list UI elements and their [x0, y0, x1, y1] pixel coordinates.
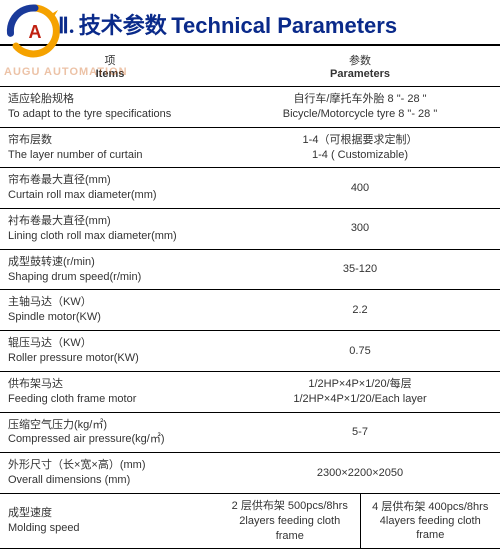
section-number: Ⅱ. [58, 13, 74, 38]
label-english: Molding speed [8, 521, 212, 536]
row-label: 帘布卷最大直径(mm)Curtain roll max diameter(mm) [0, 168, 220, 209]
label-chinese: 成型鼓转速(r/min) [8, 255, 212, 270]
table-row: 适应轮胎规格To adapt to the tyre specification… [0, 87, 500, 128]
label-english: Feeding cloth frame motor [8, 392, 212, 407]
label-chinese: 适应轮胎规格 [8, 92, 212, 107]
table-row: 压缩空气压力(kg/㎡)Compressed air pressure(kg/㎡… [0, 412, 500, 453]
row-label: 主轴马达（KW）Spindle motor(KW) [0, 290, 220, 331]
row-label: 外形尺寸（长×宽×高）(mm)Overall dimensions (mm) [0, 453, 220, 494]
label-english: The layer number of curtain [8, 148, 212, 163]
row-value: 0.75 [220, 331, 500, 372]
row-value: 35-120 [220, 249, 500, 290]
value-chinese: 1-4（可根据要求定制） [228, 133, 492, 148]
row-value: 5-7 [220, 412, 500, 453]
table-row: 成型鼓转速(r/min)Shaping drum speed(r/min)35-… [0, 249, 500, 290]
row-label: 供布架马达Feeding cloth frame motor [0, 371, 220, 412]
value-english: 1-4 ( Customizable) [228, 148, 492, 163]
page-title: Ⅱ. 技术参数 Technical Parameters [0, 0, 500, 44]
row-label: 辊压马达（KW）Roller pressure motor(KW) [0, 331, 220, 372]
value-english: 1/2HP×4P×1/20/Each layer [228, 392, 492, 407]
row-value: 1/2HP×4P×1/20/每层1/2HP×4P×1/20/Each layer [220, 371, 500, 412]
row-label: 成型鼓转速(r/min)Shaping drum speed(r/min) [0, 249, 220, 290]
row-label: 适应轮胎规格To adapt to the tyre specification… [0, 87, 220, 128]
table-row: 成型速度Molding speed2 层供布架 500pcs/8hrs2laye… [0, 493, 500, 549]
label-english: Shaping drum speed(r/min) [8, 270, 212, 285]
row-label: 成型速度Molding speed [0, 493, 220, 549]
row-label: 帘布层数The layer number of curtain [0, 127, 220, 168]
row-value: 300 [220, 209, 500, 250]
table-row: 供布架马达Feeding cloth frame motor1/2HP×4P×1… [0, 371, 500, 412]
row-value: 1-4（可根据要求定制）1-4 ( Customizable) [220, 127, 500, 168]
label-chinese: 帘布卷最大直径(mm) [8, 173, 212, 188]
label-english: Curtain roll max diameter(mm) [8, 188, 212, 203]
column-header-parameters: 参数 Parameters [220, 45, 500, 87]
title-english: Technical Parameters [171, 13, 397, 38]
label-english: To adapt to the tyre specifications [8, 107, 212, 122]
label-english: Spindle motor(KW) [8, 310, 212, 325]
table-row: 辊压马达（KW）Roller pressure motor(KW)0.75 [0, 331, 500, 372]
value-english: Bicycle/Motorcycle tyre 8 "- 28 " [228, 107, 492, 122]
row-value: 2300×2200×2050 [220, 453, 500, 494]
label-chinese: 供布架马达 [8, 377, 212, 392]
title-chinese: 技术参数 [79, 13, 167, 38]
label-chinese: 主轴马达（KW） [8, 295, 212, 310]
value-chinese: 1/2HP×4P×1/20/每层 [228, 377, 492, 392]
label-english: Roller pressure motor(KW) [8, 351, 212, 366]
row-value: 400 [220, 168, 500, 209]
label-english: Compressed air pressure(kg/㎡) [8, 432, 212, 447]
table-row: 外形尺寸（长×宽×高）(mm)Overall dimensions (mm)23… [0, 453, 500, 494]
value-english: 2layers feeding cloth frame [228, 514, 352, 544]
value-chinese: 2 层供布架 500pcs/8hrs [228, 499, 352, 514]
table-row: 主轴马达（KW）Spindle motor(KW)2.2 [0, 290, 500, 331]
value-chinese: 4 层供布架 400pcs/8hrs [369, 500, 493, 514]
table-row: 衬布卷最大直径(mm)Lining cloth roll max diamete… [0, 209, 500, 250]
table-row: 帘布层数The layer number of curtain1-4（可根据要求… [0, 127, 500, 168]
value-chinese: 自行车/摩托车外胎 8 "- 28 " [228, 92, 492, 107]
row-value: 2.2 [220, 290, 500, 331]
label-english: Overall dimensions (mm) [8, 473, 212, 488]
row-value: 自行车/摩托车外胎 8 "- 28 "Bicycle/Motorcycle ty… [220, 87, 500, 128]
value-english: 4layers feeding cloth frame [369, 514, 493, 543]
label-english: Lining cloth roll max diameter(mm) [8, 229, 212, 244]
label-chinese: 帘布层数 [8, 133, 212, 148]
row-label: 衬布卷最大直径(mm)Lining cloth roll max diamete… [0, 209, 220, 250]
label-chinese: 外形尺寸（长×宽×高）(mm) [8, 458, 212, 473]
label-chinese: 压缩空气压力(kg/㎡) [8, 418, 212, 433]
row-label: 压缩空气压力(kg/㎡)Compressed air pressure(kg/㎡… [0, 412, 220, 453]
parameters-table: 项 Items 参数 Parameters 适应轮胎规格To adapt to … [0, 44, 500, 549]
watermark: AUGU AUTOMATION [4, 66, 128, 78]
label-chinese: 成型速度 [8, 506, 212, 521]
row-value-right: 4 层供布架 400pcs/8hrs4layers feeding cloth … [360, 493, 500, 549]
label-chinese: 衬布卷最大直径(mm) [8, 214, 212, 229]
row-value-left: 2 层供布架 500pcs/8hrs2layers feeding cloth … [220, 493, 360, 549]
table-row: 帘布卷最大直径(mm)Curtain roll max diameter(mm)… [0, 168, 500, 209]
label-chinese: 辊压马达（KW） [8, 336, 212, 351]
